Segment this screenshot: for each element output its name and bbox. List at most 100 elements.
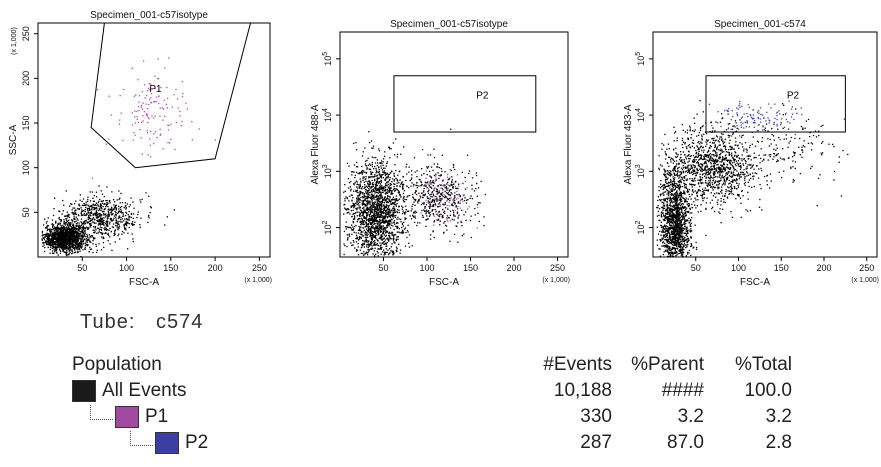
- data-point: [62, 238, 64, 240]
- data-point: [377, 223, 379, 225]
- data-point: [362, 242, 364, 245]
- data-point: [370, 226, 372, 228]
- data-point: [58, 233, 60, 235]
- data-point: [52, 226, 54, 228]
- data-point: [412, 196, 414, 198]
- data-point: [389, 210, 391, 213]
- data-point: [361, 220, 364, 222]
- data-point: [357, 246, 359, 248]
- data-point: [372, 206, 375, 208]
- data-point: [120, 216, 122, 219]
- data-point: [115, 207, 118, 209]
- data-point: [57, 235, 59, 237]
- data-point: [56, 241, 58, 243]
- data-point: [388, 240, 390, 242]
- data-point: [97, 224, 99, 226]
- data-point: [51, 246, 54, 248]
- data-point: [376, 250, 378, 253]
- data-point: [355, 234, 358, 236]
- data-point: [61, 213, 63, 215]
- data-point: [392, 198, 394, 200]
- data-point: [463, 194, 465, 197]
- data-point: [118, 123, 121, 125]
- data-point: [449, 194, 451, 196]
- data-point: [82, 240, 84, 242]
- data-point: [81, 241, 83, 243]
- data-point: [666, 240, 668, 242]
- data-point: [51, 247, 53, 250]
- data-point: [394, 216, 396, 219]
- data-point: [52, 239, 55, 241]
- data-point: [72, 245, 75, 247]
- data-point: [72, 247, 74, 249]
- data-point: [109, 200, 111, 202]
- data-point: [174, 148, 176, 151]
- data-point: [369, 200, 371, 202]
- data-point: [368, 188, 370, 190]
- data-point: [68, 243, 70, 246]
- data-point: [440, 199, 442, 201]
- data-point: [47, 241, 49, 243]
- data-point: [344, 245, 346, 247]
- data-point: [691, 203, 693, 205]
- data-point: [111, 206, 113, 208]
- data-point: [376, 188, 378, 191]
- data-point: [369, 163, 371, 165]
- data-point: [50, 240, 52, 242]
- data-point: [56, 243, 58, 245]
- data-point: [387, 187, 390, 189]
- data-point: [56, 230, 58, 232]
- data-point: [159, 128, 161, 131]
- data-point: [376, 206, 379, 208]
- data-point: [48, 242, 50, 244]
- data-point: [81, 238, 83, 240]
- data-point: [377, 204, 379, 206]
- data-point: [386, 192, 389, 194]
- data-point: [359, 187, 361, 189]
- data-point: [389, 203, 392, 205]
- data-point: [377, 162, 379, 164]
- data-point: [99, 232, 101, 234]
- data-point: [476, 182, 478, 185]
- data-point: [61, 241, 64, 243]
- data-point: [380, 236, 383, 238]
- data-point: [393, 205, 395, 208]
- data-point: [368, 180, 371, 182]
- data-point: [380, 197, 382, 199]
- data-point: [363, 195, 365, 197]
- data-point: [52, 235, 54, 237]
- data-point: [369, 168, 371, 170]
- data-point: [56, 251, 58, 253]
- data-point: [81, 200, 83, 203]
- data-point: [395, 249, 397, 251]
- data-point: [379, 226, 381, 228]
- data-point: [367, 246, 370, 249]
- data-point: [463, 199, 466, 202]
- data-point: [114, 206, 116, 208]
- data-point: [117, 229, 119, 231]
- data-point: [457, 206, 459, 208]
- data-point: [675, 233, 678, 235]
- data-point: [372, 147, 374, 149]
- data-point: [362, 193, 364, 195]
- data-point: [376, 211, 378, 213]
- data-point: [449, 240, 451, 242]
- data-point: [66, 247, 68, 249]
- data-point: [659, 240, 662, 242]
- x-tick-label: 100: [420, 263, 435, 273]
- data-point: [670, 184, 672, 186]
- data-point: [447, 207, 449, 210]
- data-point: [101, 236, 103, 238]
- data-point: [73, 234, 75, 236]
- data-point: [380, 239, 382, 241]
- data-point: [369, 230, 371, 233]
- data-point: [389, 197, 391, 199]
- data-point: [71, 219, 74, 222]
- data-point: [398, 192, 400, 194]
- data-point: [88, 214, 90, 217]
- data-point: [77, 239, 79, 241]
- data-point: [70, 249, 72, 251]
- data-point: [53, 247, 55, 249]
- data-point: [351, 224, 353, 226]
- data-point: [368, 208, 370, 210]
